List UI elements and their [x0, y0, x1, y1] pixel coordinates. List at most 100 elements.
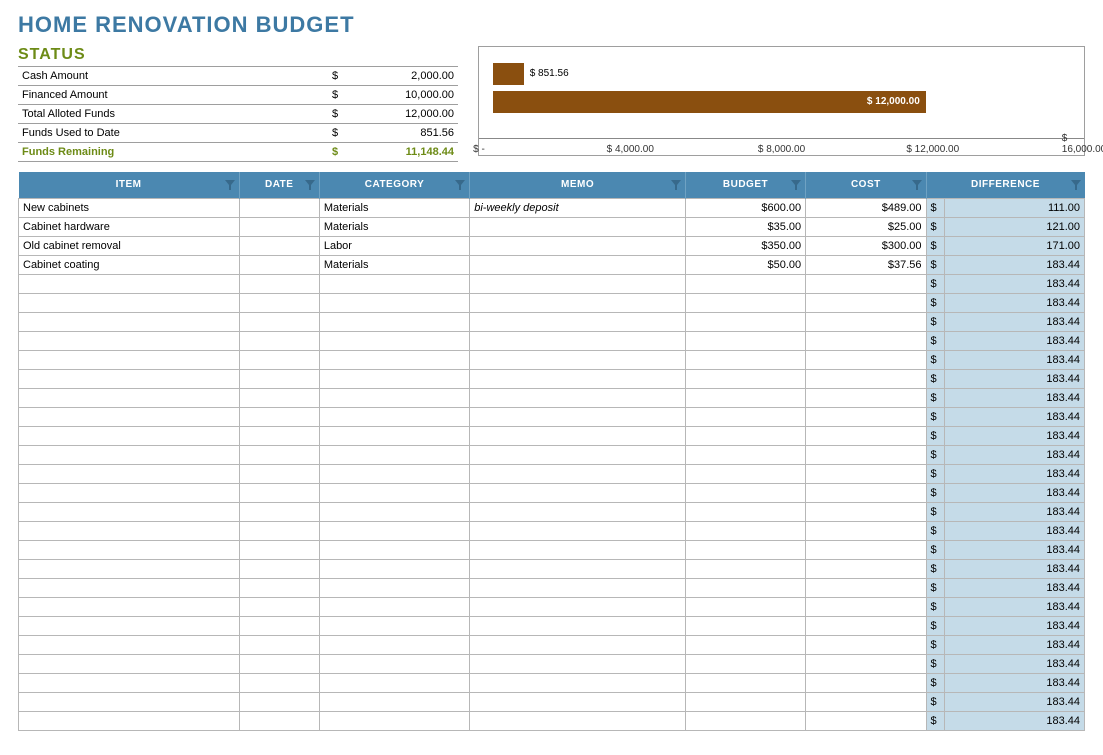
cell-budget[interactable] [685, 540, 805, 559]
cell-date[interactable] [239, 654, 319, 673]
cell-memo[interactable]: bi-weekly deposit [470, 198, 686, 217]
cell-date[interactable] [239, 388, 319, 407]
cell-date[interactable] [239, 578, 319, 597]
cell-budget[interactable]: $50.00 [685, 255, 805, 274]
cell-budget[interactable] [685, 369, 805, 388]
cell-date[interactable] [239, 369, 319, 388]
cell-cost[interactable] [806, 597, 926, 616]
cell-date[interactable] [239, 521, 319, 540]
cell-item[interactable] [19, 407, 240, 426]
cell-cost[interactable] [806, 312, 926, 331]
cell-category[interactable] [319, 293, 469, 312]
filter-icon[interactable] [455, 180, 465, 190]
cell-category[interactable] [319, 559, 469, 578]
cell-memo[interactable] [470, 464, 686, 483]
cell-budget[interactable] [685, 597, 805, 616]
cell-cost[interactable]: $300.00 [806, 236, 926, 255]
cell-memo[interactable] [470, 692, 686, 711]
cell-category[interactable] [319, 426, 469, 445]
cell-item[interactable] [19, 654, 240, 673]
cell-budget[interactable] [685, 502, 805, 521]
column-header-cost[interactable]: COST [806, 172, 926, 198]
cell-budget[interactable] [685, 274, 805, 293]
cell-memo[interactable] [470, 350, 686, 369]
column-header-memo[interactable]: MEMO [470, 172, 686, 198]
cell-budget[interactable] [685, 559, 805, 578]
cell-cost[interactable]: $25.00 [806, 217, 926, 236]
cell-category[interactable] [319, 464, 469, 483]
cell-memo[interactable] [470, 274, 686, 293]
cell-date[interactable] [239, 217, 319, 236]
cell-date[interactable] [239, 426, 319, 445]
cell-item[interactable] [19, 388, 240, 407]
cell-memo[interactable] [470, 369, 686, 388]
cell-item[interactable] [19, 426, 240, 445]
cell-date[interactable] [239, 711, 319, 730]
cell-memo[interactable] [470, 217, 686, 236]
filter-icon[interactable] [1071, 180, 1081, 190]
cell-date[interactable] [239, 540, 319, 559]
cell-category[interactable] [319, 274, 469, 293]
cell-memo[interactable] [470, 407, 686, 426]
cell-cost[interactable] [806, 559, 926, 578]
cell-memo[interactable] [470, 711, 686, 730]
cell-cost[interactable] [806, 388, 926, 407]
cell-memo[interactable] [470, 236, 686, 255]
cell-cost[interactable] [806, 540, 926, 559]
filter-icon[interactable] [791, 180, 801, 190]
cell-memo[interactable] [470, 312, 686, 331]
cell-memo[interactable] [470, 445, 686, 464]
cell-category[interactable] [319, 616, 469, 635]
cell-memo[interactable] [470, 616, 686, 635]
cell-date[interactable] [239, 274, 319, 293]
cell-budget[interactable] [685, 331, 805, 350]
cell-category[interactable]: Materials [319, 217, 469, 236]
cell-category[interactable] [319, 711, 469, 730]
cell-cost[interactable] [806, 502, 926, 521]
cell-category[interactable] [319, 312, 469, 331]
cell-cost[interactable] [806, 711, 926, 730]
cell-category[interactable] [319, 350, 469, 369]
cell-item[interactable]: Cabinet hardware [19, 217, 240, 236]
cell-item[interactable] [19, 445, 240, 464]
cell-category[interactable] [319, 331, 469, 350]
cell-date[interactable] [239, 559, 319, 578]
cell-cost[interactable] [806, 407, 926, 426]
cell-cost[interactable] [806, 350, 926, 369]
cell-budget[interactable]: $600.00 [685, 198, 805, 217]
cell-item[interactable] [19, 350, 240, 369]
cell-date[interactable] [239, 407, 319, 426]
cell-item[interactable] [19, 540, 240, 559]
cell-cost[interactable] [806, 369, 926, 388]
cell-item[interactable] [19, 578, 240, 597]
cell-category[interactable]: Labor [319, 236, 469, 255]
cell-category[interactable]: Materials [319, 198, 469, 217]
cell-memo[interactable] [470, 521, 686, 540]
cell-date[interactable] [239, 597, 319, 616]
cell-item[interactable] [19, 616, 240, 635]
cell-budget[interactable] [685, 521, 805, 540]
cell-item[interactable] [19, 502, 240, 521]
column-header-category[interactable]: CATEGORY [319, 172, 469, 198]
cell-category[interactable] [319, 407, 469, 426]
cell-cost[interactable] [806, 635, 926, 654]
cell-date[interactable] [239, 293, 319, 312]
column-header-item[interactable]: ITEM [19, 172, 240, 198]
cell-date[interactable] [239, 483, 319, 502]
cell-date[interactable] [239, 312, 319, 331]
cell-category[interactable] [319, 540, 469, 559]
cell-budget[interactable] [685, 293, 805, 312]
cell-category[interactable] [319, 388, 469, 407]
column-header-difference[interactable]: DIFFERENCE [926, 172, 1085, 198]
cell-date[interactable] [239, 198, 319, 217]
cell-item[interactable] [19, 312, 240, 331]
cell-item[interactable] [19, 692, 240, 711]
cell-memo[interactable] [470, 483, 686, 502]
cell-budget[interactable] [685, 692, 805, 711]
cell-memo[interactable] [470, 654, 686, 673]
cell-budget[interactable] [685, 616, 805, 635]
cell-item[interactable] [19, 331, 240, 350]
cell-date[interactable] [239, 464, 319, 483]
cell-budget[interactable] [685, 388, 805, 407]
cell-category[interactable] [319, 635, 469, 654]
